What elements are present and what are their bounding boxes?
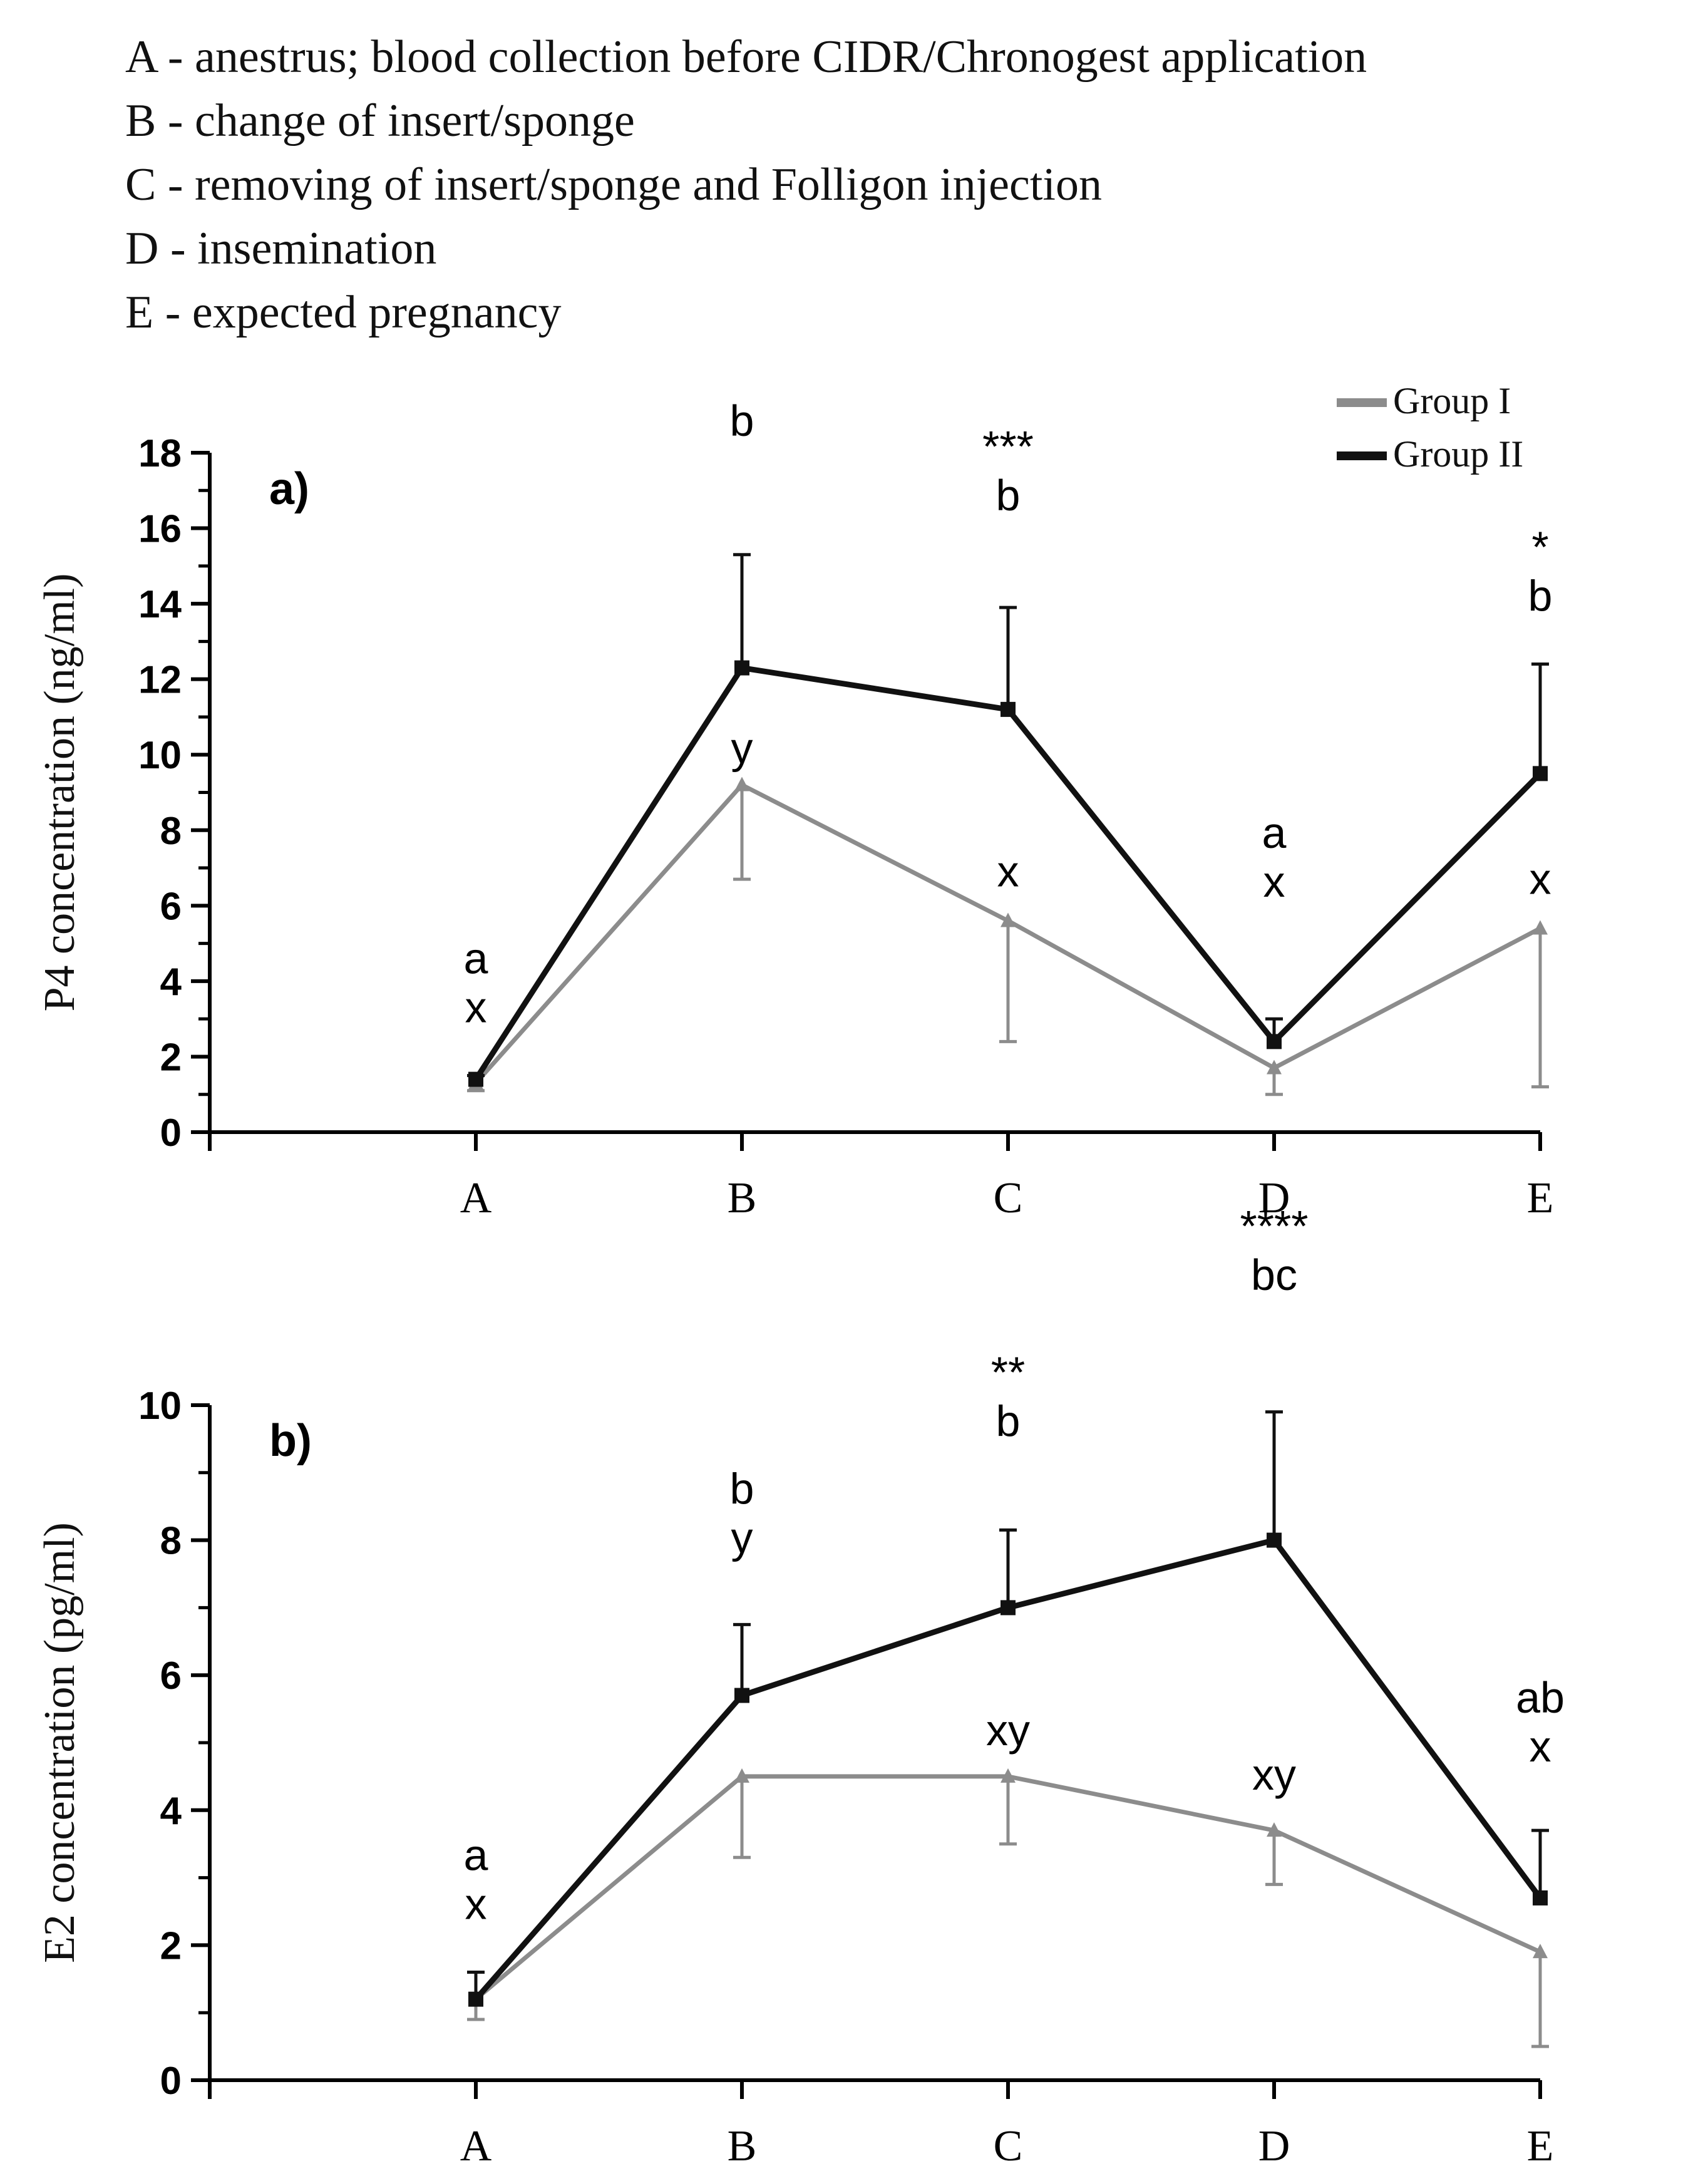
data-point-group-2 (468, 1991, 483, 2007)
annotation-label: a (1262, 808, 1287, 857)
y-tick-label: 0 (160, 1111, 182, 1155)
x-tick-label: C (994, 1174, 1023, 1222)
annotation-label: b (1528, 572, 1553, 621)
data-point-group-2 (1267, 1034, 1282, 1049)
series-legend: Group I Group II (1337, 380, 1523, 475)
data-point-group-2 (1533, 766, 1548, 781)
y-axis-label: P4 concentration (ng/ml) (36, 574, 84, 1012)
annotation-label: y (731, 1513, 753, 1562)
chart-panel-a: 0 2 4 6 8 10 12 14 16 18 A B C D E P4 concentration (ng… (36, 396, 1553, 1222)
data-point-group-2 (734, 1688, 749, 1703)
annotation-label: ab (1516, 1673, 1565, 1722)
definition-c: C - removing of insert/sponge and Follig… (125, 159, 1102, 210)
y-tick-label: 16 (138, 508, 182, 551)
x-tick-label: E (1527, 2122, 1554, 2170)
data-point-group-2 (468, 1071, 483, 1087)
y-tick-label: 14 (138, 583, 182, 626)
definition-e: E - expected pregnancy (125, 287, 562, 338)
x-tick-label: B (728, 1174, 757, 1222)
annotation-label: x (465, 1880, 487, 1929)
annotation-label: b (730, 1464, 754, 1513)
annotation-label: b (730, 396, 754, 445)
x-tick-label: E (1527, 1174, 1554, 1222)
x-tick-label: D (1258, 2122, 1290, 2170)
y-tick-label: 0 (160, 2060, 182, 2103)
annotation-label: x (1263, 857, 1285, 906)
data-point-group-2 (1533, 1890, 1548, 1905)
definition-b: B - change of insert/sponge (125, 95, 635, 147)
data-point-group-1 (734, 776, 749, 792)
annotation-label: xy (1252, 1750, 1296, 1799)
x-tick-label: A (460, 2122, 492, 2170)
treatment-definitions: A - anestrus; blood collection before CI… (125, 25, 1367, 344)
x-tick-label: A (460, 1174, 492, 1222)
data-point-group-1 (1533, 1944, 1548, 1959)
y-tick-label: 10 (138, 1384, 182, 1428)
data-point-group-2 (1001, 701, 1016, 717)
y-axis-label: E2 concentration (pg/ml) (36, 1522, 84, 1963)
x-tick-label: D (1258, 1174, 1290, 1222)
y-tick-label: 4 (160, 961, 182, 1004)
y-tick-label: 4 (160, 1790, 182, 1833)
panel-label: b) (269, 1416, 312, 1466)
y-tick-label: 8 (160, 1520, 182, 1563)
data-point-group-2 (734, 660, 749, 676)
y-tick-label: 6 (160, 885, 182, 928)
data-point-group-1 (734, 1768, 749, 1783)
annotation-label: a (464, 934, 488, 983)
annotation-label: y (731, 723, 753, 772)
y-tick-label: 2 (160, 1924, 182, 1967)
x-tick-label: C (994, 2122, 1023, 2170)
annotation-label: bc (1251, 1250, 1297, 1299)
data-point-group-2 (1267, 1532, 1282, 1548)
data-point-group-1 (1267, 1060, 1282, 1075)
annotation-label: b (996, 471, 1021, 520)
legend-label-group-2: Group II (1393, 433, 1523, 475)
legend-label-group-1: Group I (1393, 380, 1511, 421)
y-tick-label: 10 (138, 734, 182, 777)
annotation-label: ** (991, 1348, 1025, 1396)
annotation-label: x (1530, 1722, 1551, 1771)
definition-d: D - insemination (125, 223, 437, 274)
x-tick-label: B (728, 2122, 757, 2170)
annotation-label: a (464, 1831, 488, 1880)
data-point-group-2 (1001, 1600, 1016, 1616)
annotation-label: xy (986, 1706, 1030, 1755)
annotation-label: **** (1240, 1202, 1309, 1250)
y-tick-label: 8 (160, 810, 182, 853)
annotation-label: b (996, 1396, 1021, 1445)
definition-a: A - anestrus; blood collection before CI… (125, 31, 1367, 83)
annotation-label: x (465, 983, 487, 1032)
panel-label: a) (269, 464, 309, 514)
y-tick-label: 2 (160, 1036, 182, 1079)
data-point-group-1 (1001, 912, 1016, 927)
data-point-group-1 (1001, 1768, 1016, 1783)
data-point-group-1 (1267, 1822, 1282, 1837)
y-tick-label: 18 (138, 432, 182, 475)
y-tick-label: 6 (160, 1654, 182, 1698)
annotation-label: x (997, 847, 1019, 895)
data-point-group-1 (1533, 920, 1548, 935)
annotation-label: *** (982, 422, 1034, 471)
annotation-label: x (1530, 855, 1551, 904)
annotation-label: * (1531, 523, 1548, 572)
y-tick-label: 12 (138, 659, 182, 702)
